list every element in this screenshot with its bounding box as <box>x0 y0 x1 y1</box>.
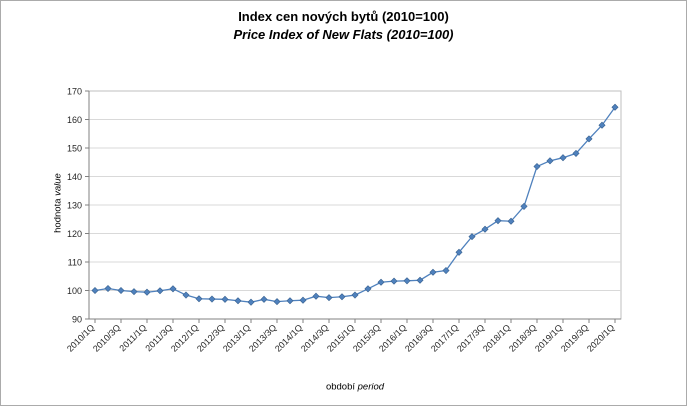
data-point-marker <box>338 293 346 301</box>
data-point-marker <box>208 295 216 303</box>
data-point-marker <box>234 297 242 305</box>
y-axis-title-en: value <box>52 173 64 196</box>
y-axis-title: hodnota value <box>53 173 64 233</box>
x-tick-label: 2012/3Q <box>195 322 226 353</box>
data-point-marker <box>611 103 619 111</box>
data-point-marker <box>299 296 307 304</box>
data-point-marker <box>91 286 99 295</box>
x-tick-label: 2016/1Q <box>377 322 408 353</box>
data-point-marker <box>156 287 164 295</box>
x-axis-title-en: period <box>357 381 385 393</box>
data-point-marker <box>390 277 398 285</box>
chart-title-czech: Index cen nových bytů (2010=100) <box>238 9 449 24</box>
x-axis-title-cz: období <box>325 381 355 393</box>
data-point-marker <box>273 298 281 306</box>
x-tick-label: 2016/3Q <box>403 322 434 353</box>
x-tick-label: 2018/1Q <box>481 322 512 353</box>
x-tick-label: 2014/3Q <box>299 322 330 353</box>
data-point-marker <box>104 284 112 293</box>
data-point-marker <box>533 163 541 171</box>
data-point-marker <box>416 276 424 284</box>
y-tick-label: 140 <box>67 172 82 182</box>
x-tick-label: 2019/3Q <box>559 322 590 353</box>
y-tick-label: 110 <box>68 258 82 268</box>
data-point-marker <box>169 285 177 293</box>
y-tick-label: 160 <box>67 115 82 125</box>
x-tick-label: 2015/3Q <box>351 322 382 353</box>
x-tick-label: 2020/1Q <box>585 322 616 353</box>
data-point-marker <box>312 292 320 300</box>
y-tick-label: 130 <box>67 201 82 211</box>
data-point-marker <box>260 295 268 303</box>
x-tick-label: 2013/1Q <box>221 322 252 353</box>
data-point-marker <box>221 295 229 303</box>
x-tick-label: 2017/3Q <box>455 322 486 353</box>
x-tick-label: 2018/3Q <box>507 322 538 353</box>
x-tick-label: 2015/1Q <box>325 322 356 353</box>
data-point-marker <box>247 298 255 306</box>
data-point-marker <box>351 291 359 299</box>
y-tick-label: 90 <box>72 315 82 325</box>
data-point-marker <box>429 268 437 276</box>
data-point-marker <box>377 278 385 286</box>
x-tick-label: 2019/1Q <box>533 322 564 353</box>
x-tick-label: 2012/1Q <box>169 322 200 353</box>
x-tick-label: 2014/1Q <box>273 322 304 353</box>
data-point-marker <box>325 294 333 302</box>
data-point-marker <box>559 154 567 162</box>
x-tick-label: 2010/3Q <box>91 322 122 353</box>
data-point-marker <box>182 291 190 299</box>
data-point-marker <box>455 248 463 256</box>
data-point-marker <box>364 285 372 293</box>
chart-title-english: Price Index of New Flats (2010=100) <box>233 27 454 42</box>
data-point-marker <box>481 225 489 233</box>
data-point-marker <box>546 157 554 165</box>
data-point-marker <box>442 267 450 275</box>
y-axis-title-cz: hodnota <box>52 198 64 233</box>
data-point-marker <box>572 149 580 157</box>
data-point-marker <box>117 286 125 295</box>
data-point-marker <box>585 135 593 143</box>
x-axis-title: období period <box>326 382 384 393</box>
data-point-marker <box>520 202 528 210</box>
y-tick-label: 170 <box>67 87 82 97</box>
data-point-marker <box>468 233 476 241</box>
data-point-marker <box>403 277 411 285</box>
data-point-marker <box>494 217 502 225</box>
data-point-marker <box>507 217 515 225</box>
x-tick-label: 2013/3Q <box>247 322 278 353</box>
data-point-marker <box>286 297 294 305</box>
x-tick-label: 2017/1Q <box>429 322 460 353</box>
y-tick-label: 100 <box>67 286 82 296</box>
data-point-marker <box>143 288 151 296</box>
y-tick-label: 150 <box>67 144 82 154</box>
data-point-marker <box>598 121 606 129</box>
x-tick-label: 2010/1Q <box>65 322 96 353</box>
data-point-marker <box>130 288 138 296</box>
y-tick-label: 120 <box>67 229 82 239</box>
x-tick-label: 2011/1Q <box>117 322 148 353</box>
data-point-marker <box>195 295 203 303</box>
